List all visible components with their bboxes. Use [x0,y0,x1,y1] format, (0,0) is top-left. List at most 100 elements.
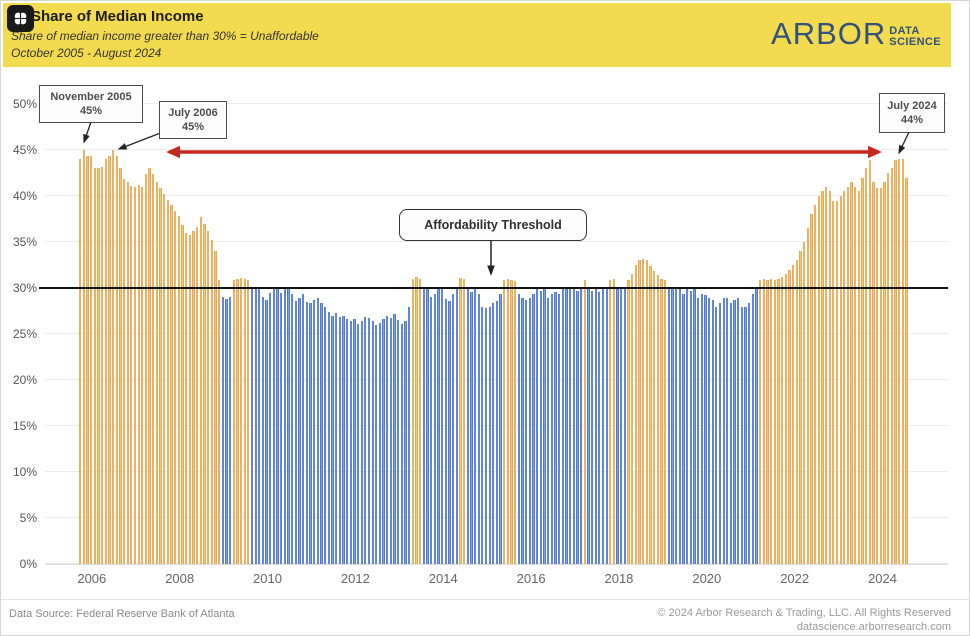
bar[interactable] [170,205,173,564]
bar[interactable] [196,227,199,564]
bar[interactable] [876,187,879,564]
bar[interactable] [492,302,495,564]
bar[interactable] [510,279,513,564]
bar[interactable] [762,278,766,564]
bar[interactable] [481,307,484,564]
bar[interactable] [130,185,133,564]
bar[interactable] [726,298,729,564]
bar[interactable] [828,191,831,564]
bar[interactable] [221,297,224,564]
bar[interactable] [609,279,612,564]
bar[interactable] [411,278,415,564]
bar[interactable] [612,278,616,564]
bar[interactable] [397,320,400,564]
bar[interactable] [898,159,901,564]
bar[interactable] [133,186,137,564]
bar[interactable] [360,321,363,564]
bar[interactable] [594,288,597,564]
bar[interactable] [554,291,557,564]
bar[interactable] [261,297,265,564]
bar[interactable] [806,228,809,564]
bar[interactable] [185,232,188,564]
bar[interactable] [323,307,327,564]
bar[interactable] [159,187,162,564]
bar[interactable] [821,191,824,564]
bar[interactable] [283,288,287,564]
bar[interactable] [265,300,268,564]
bar[interactable] [166,199,170,564]
bar[interactable] [536,288,539,564]
bar[interactable] [437,288,440,564]
bar[interactable] [462,278,466,564]
bar[interactable] [671,288,674,564]
bar[interactable] [722,298,725,564]
bar[interactable] [572,288,575,564]
bar[interactable] [517,293,521,564]
bar[interactable] [568,288,572,564]
bar[interactable] [291,294,294,564]
bar[interactable] [587,288,590,564]
bar[interactable] [174,210,177,564]
bar[interactable] [514,280,517,564]
bar[interactable] [850,182,853,564]
bar[interactable] [791,265,795,564]
bar[interactable] [327,311,330,564]
bar[interactable] [857,191,861,564]
bar[interactable] [371,321,374,564]
bar[interactable] [316,298,319,564]
brain-icon[interactable] [7,5,34,32]
bar[interactable] [192,231,195,564]
bar[interactable] [506,278,510,564]
bar[interactable] [206,231,210,564]
bar[interactable] [638,260,641,564]
bar[interactable] [583,279,586,564]
bar[interactable] [364,316,367,564]
bar[interactable] [459,277,462,564]
bar[interactable] [393,313,396,564]
bar[interactable] [759,279,762,564]
bar[interactable] [620,288,623,564]
bar[interactable] [784,274,787,564]
bar[interactable] [444,299,447,564]
bar[interactable] [294,300,298,564]
bar[interactable] [770,278,773,564]
bar[interactable] [839,196,842,564]
bar[interactable] [137,185,140,564]
bar[interactable] [188,234,191,564]
bar[interactable] [389,318,393,564]
bar[interactable] [239,277,243,564]
bar[interactable] [810,214,813,564]
bar[interactable] [181,225,184,564]
bar[interactable] [693,288,696,564]
bar[interactable] [631,274,634,564]
bar[interactable] [590,290,594,564]
bar[interactable] [122,178,126,564]
bar[interactable] [887,173,890,564]
bar[interactable] [755,288,758,564]
bar[interactable] [236,278,239,564]
bar[interactable] [678,288,681,564]
bar[interactable] [751,293,755,564]
bar[interactable] [711,300,714,564]
bar[interactable] [525,300,528,564]
bar[interactable] [576,290,579,564]
bar[interactable] [345,319,349,564]
bar[interactable] [433,293,436,564]
bar[interactable] [557,293,561,564]
bar[interactable] [488,307,491,564]
bar[interactable] [287,288,290,564]
bar[interactable] [382,319,385,564]
bar[interactable] [430,297,433,564]
bar[interactable] [539,290,542,564]
bar[interactable] [367,318,371,564]
bar[interactable] [126,182,129,564]
bar[interactable] [843,191,846,564]
bar[interactable] [415,277,418,564]
bar[interactable] [473,288,477,564]
bar[interactable] [484,308,488,564]
bar[interactable] [455,288,458,564]
bar[interactable] [419,278,422,564]
bar[interactable] [737,298,740,564]
bar[interactable] [795,260,798,564]
bar[interactable] [477,293,480,564]
